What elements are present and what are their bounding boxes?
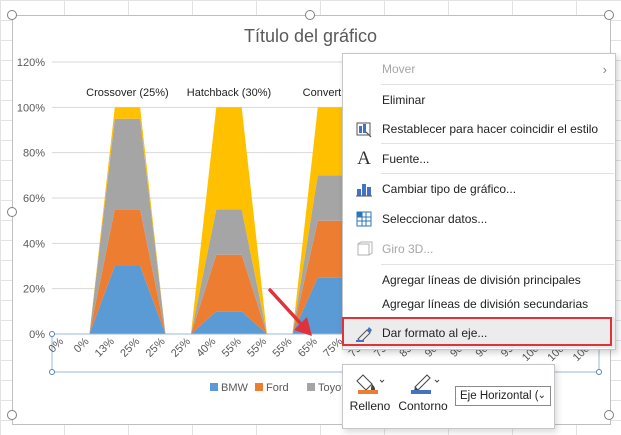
menu-item-3d-rotation-label: Giro 3D... xyxy=(382,242,434,256)
resize-handle-top-left[interactable] xyxy=(7,10,17,20)
resize-handle-bottom-left[interactable] xyxy=(7,410,17,420)
legend-swatch xyxy=(307,383,315,391)
legend-swatch xyxy=(255,383,263,391)
change-chart-type-icon xyxy=(354,179,374,199)
3d-rotation-icon xyxy=(354,239,374,259)
resize-handle-bottom-right[interactable] xyxy=(604,410,614,420)
area-series-ford xyxy=(64,209,597,334)
legend-label: BMW xyxy=(221,382,249,394)
menu-item-add-minor-gridlines[interactable]: Agregar líneas de división secundarias xyxy=(343,289,615,319)
axis-handle xyxy=(49,369,55,375)
menu-item-delete-label: Eliminar xyxy=(382,93,426,107)
y-tick-label: 80% xyxy=(23,148,45,160)
chart-element-dropdown-value: Eje Horizontal ( xyxy=(460,390,538,402)
menu-item-select-data[interactable]: Seleccionar datos... xyxy=(343,204,615,234)
menu-separator xyxy=(381,84,614,85)
annotation-label: Hatchback (30%) xyxy=(187,87,271,99)
area-series-toyota xyxy=(64,118,597,334)
context-menu: Mover › Eliminar Restablecer para hacer … xyxy=(342,53,616,350)
y-tick-label: 20% xyxy=(23,284,45,296)
outline-label: Contorno xyxy=(398,399,448,413)
menu-item-reset-style-label: Restablecer para hacer coincidir el esti… xyxy=(382,122,599,136)
y-tick-label: 60% xyxy=(23,193,45,205)
mini-toolbar: Relleno Contorno Eje Horizontal ( ⌄ xyxy=(342,364,555,429)
menu-separator xyxy=(381,143,614,144)
menu-item-select-data-label: Seleccionar datos... xyxy=(382,212,488,226)
menu-separator xyxy=(381,173,614,174)
chart-title[interactable]: Título del gráfico xyxy=(243,26,378,46)
menu-item-3d-rotation[interactable]: Giro 3D... xyxy=(343,234,615,264)
format-axis-icon xyxy=(354,323,374,343)
menu-item-add-minor-gridlines-label: Agregar líneas de división secundarias xyxy=(382,297,589,311)
legend-label: Ford xyxy=(266,382,289,394)
chevron-down-icon: ⌄ xyxy=(537,390,546,401)
highlight-box xyxy=(342,317,612,346)
menu-item-add-major-gridlines[interactable]: Agregar líneas de división principales xyxy=(343,265,615,295)
menu-item-move-label: Mover xyxy=(382,62,416,76)
paint-bucket-icon xyxy=(355,371,385,395)
reset-style-icon xyxy=(354,119,374,139)
pen-icon xyxy=(405,371,441,395)
annotation-label: Crossover (25%) xyxy=(86,87,169,99)
resize-handle-top[interactable] xyxy=(305,10,315,20)
y-tick-label: 120% xyxy=(17,57,45,69)
menu-item-font[interactable]: A Fuente... xyxy=(343,144,615,174)
legend-swatch xyxy=(210,383,218,391)
x-axis-selection-box xyxy=(51,333,600,373)
outline-button[interactable]: Contorno xyxy=(395,371,451,413)
area-series-bmw xyxy=(64,266,597,334)
resize-handle-top-right[interactable] xyxy=(604,10,614,20)
axis-handle xyxy=(49,331,55,337)
fill-button[interactable]: Relleno xyxy=(349,371,391,413)
y-tick-label: 40% xyxy=(23,238,45,250)
menu-item-delete[interactable]: Eliminar xyxy=(343,85,615,115)
y-tick-label: 0% xyxy=(29,329,45,341)
menu-item-reset-style[interactable]: Restablecer para hacer coincidir el esti… xyxy=(343,114,615,144)
font-icon: A xyxy=(357,148,371,169)
select-data-icon xyxy=(354,209,374,229)
menu-item-font-label: Fuente... xyxy=(382,152,430,166)
menu-item-add-major-gridlines-label: Agregar líneas de división principales xyxy=(382,273,581,287)
resize-handle-left[interactable] xyxy=(7,207,17,217)
fill-label: Relleno xyxy=(349,399,391,413)
menu-item-format-axis-label: Dar formato al eje... xyxy=(382,326,488,340)
menu-item-change-chart-type-label: Cambiar tipo de gráfico... xyxy=(382,182,517,196)
chart-element-dropdown[interactable]: Eje Horizontal ( ⌄ xyxy=(455,386,551,406)
y-tick-label: 100% xyxy=(17,102,45,114)
submenu-arrow-icon: › xyxy=(602,61,607,77)
menu-item-move[interactable]: Mover › xyxy=(343,54,615,84)
menu-item-format-axis[interactable]: Dar formato al eje... xyxy=(343,318,615,348)
menu-item-change-chart-type[interactable]: Cambiar tipo de gráfico... xyxy=(343,174,615,204)
menu-separator xyxy=(381,264,614,265)
axis-handle xyxy=(596,369,602,375)
